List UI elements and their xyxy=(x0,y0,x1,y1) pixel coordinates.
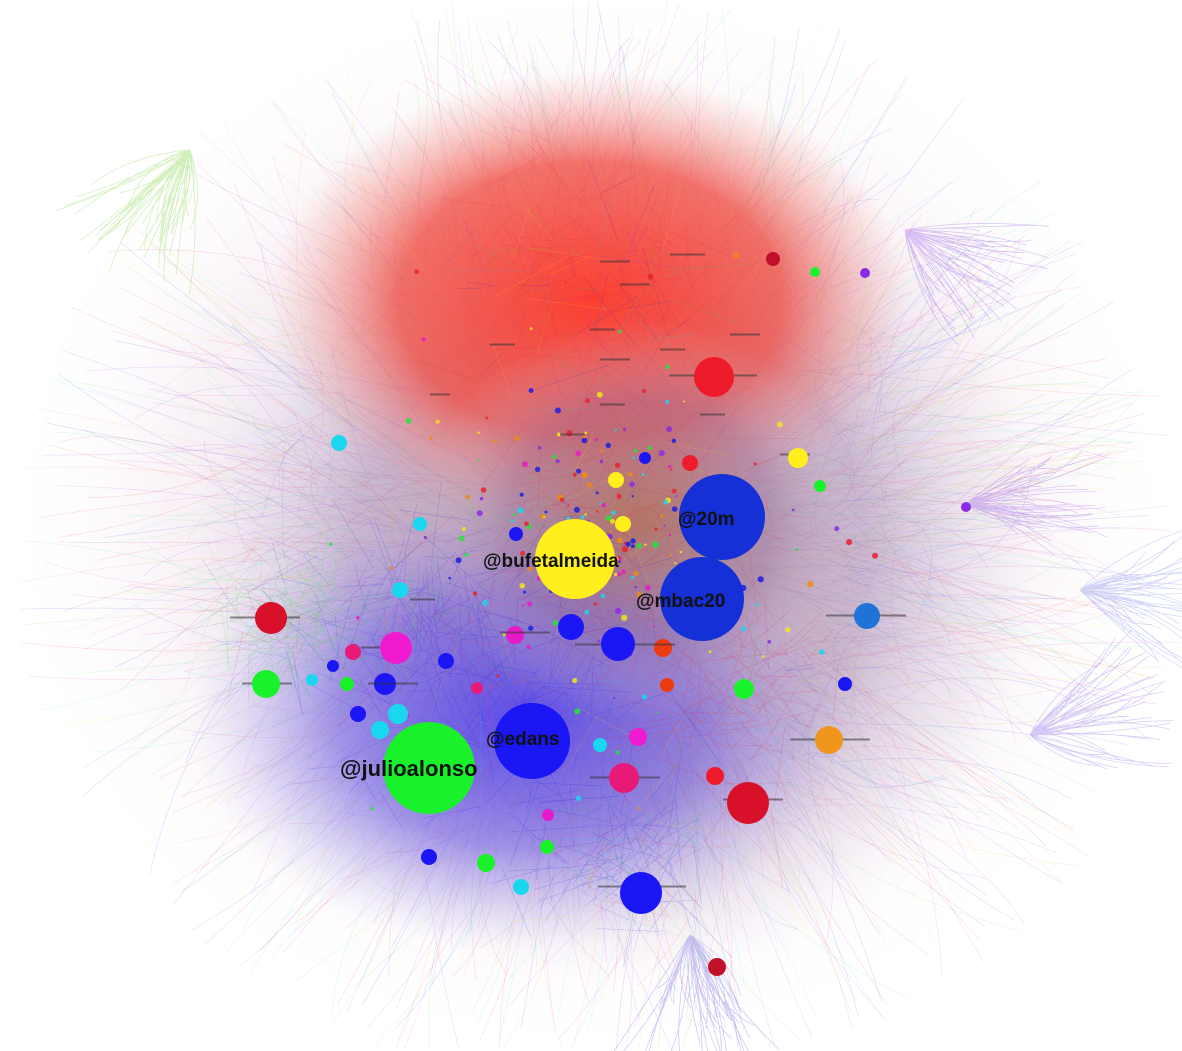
node-20m[interactable] xyxy=(679,474,765,560)
node-red-lower[interactable] xyxy=(727,782,769,824)
node-edans[interactable] xyxy=(494,703,570,779)
label-edans: @edans xyxy=(486,729,559,750)
node-green-left[interactable] xyxy=(252,670,280,698)
node-dark-red[interactable] xyxy=(708,958,726,976)
node-red-left[interactable] xyxy=(255,602,287,634)
node-mbac20[interactable] xyxy=(660,557,744,641)
node-blue-mid[interactable] xyxy=(601,627,635,661)
node-bufetalmeida[interactable] xyxy=(535,519,615,599)
node-red-top[interactable] xyxy=(694,357,734,397)
node-blue-right[interactable] xyxy=(854,603,880,629)
node-magenta[interactable] xyxy=(380,632,412,664)
node-blue-bottom[interactable] xyxy=(620,872,662,914)
node-yellow-right[interactable] xyxy=(788,448,808,468)
label-20m: @20m xyxy=(678,509,735,530)
label-bufetalmeida: @bufetalmeida xyxy=(483,551,619,572)
node-blue-mid2[interactable] xyxy=(558,614,584,640)
dense-edges-layer xyxy=(180,130,844,973)
big-nodes-layer xyxy=(252,357,880,976)
node-labels: @julioalonso @edans @bufetalmeida @20m @… xyxy=(340,509,735,781)
node-orange[interactable] xyxy=(815,726,843,754)
label-julioalonso: @julioalonso xyxy=(340,756,478,781)
node-pink[interactable] xyxy=(609,763,639,793)
label-mbac20: @mbac20 xyxy=(636,591,725,612)
node-julioalonso[interactable] xyxy=(383,722,475,814)
